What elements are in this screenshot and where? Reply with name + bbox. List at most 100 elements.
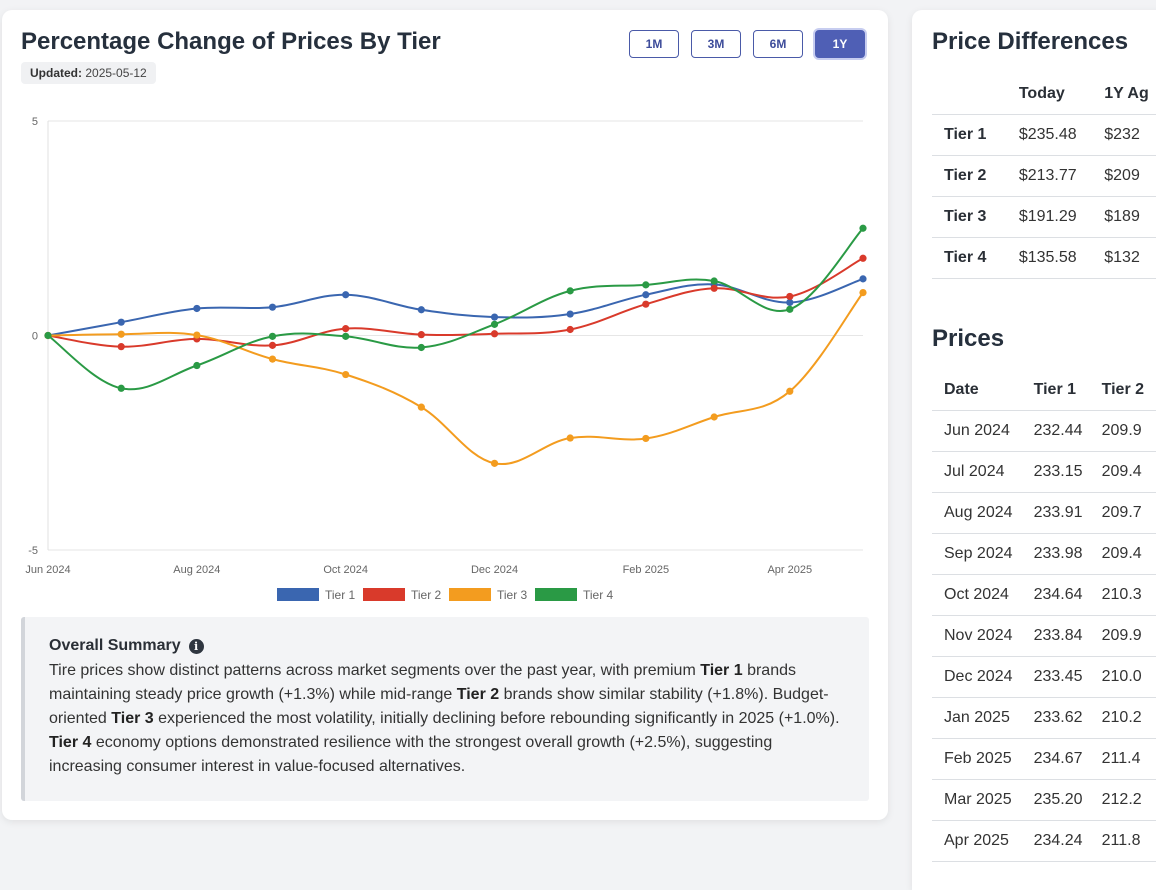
tier-2-data-point	[268, 341, 277, 349]
tier-1-data-point	[193, 304, 201, 313]
side-panel: Price Differences Today 1Y Ag Tier 1 $235…	[912, 10, 1156, 890]
info-icon[interactable]: i	[188, 638, 204, 654]
range-button-group: 1M 3M 6M 1Y	[629, 30, 865, 58]
tier-3-data-point	[859, 289, 867, 297]
table-cell: Feb 2025	[932, 738, 1022, 780]
tier-1-data-point	[417, 306, 425, 314]
tier-3-data-point	[490, 459, 499, 467]
table-cell: 209.4	[1089, 451, 1156, 493]
table-cell: Aug 2024	[932, 492, 1022, 534]
tier-2-data-point	[859, 254, 867, 262]
tier-3-data-point	[786, 387, 794, 395]
tier-2-data-point	[786, 292, 794, 301]
tier-3-data-point	[417, 403, 425, 411]
tier-1-data-point	[566, 310, 574, 318]
column-header	[932, 74, 1007, 115]
column-header: Tier 2	[1089, 370, 1156, 411]
tier-4-data-point	[642, 281, 650, 289]
tier-2-data-point	[417, 331, 425, 339]
table-cell: 235.20	[1021, 779, 1090, 821]
price-differences-table: Today 1Y Ag Tier 1 $235.48 $232 Tier 2 $213.…	[932, 74, 1156, 279]
table-cell: 211.8	[1089, 820, 1156, 862]
table-row: Apr 2025 234.24 211.8	[932, 820, 1156, 862]
table-cell: 210.3	[1089, 574, 1156, 616]
tier-2-data-point	[710, 284, 718, 292]
table-cell: $135.58	[1006, 237, 1093, 279]
table-cell: 209.4	[1089, 533, 1156, 575]
y-tick-label: 5	[32, 116, 38, 128]
table-row: Tier 4 $135.58 $132	[932, 237, 1156, 279]
range-6m-button[interactable]: 6M	[753, 30, 803, 58]
tier-3-data-point	[642, 434, 650, 443]
tier-4-series-line	[47, 227, 864, 391]
summary-header: Overall Summary i	[49, 637, 845, 655]
chart-title: Percentage Change of Prices By Tier	[21, 28, 441, 55]
table-cell: 209.9	[1089, 615, 1156, 657]
summary-text: Tire prices show distinct patterns acros…	[49, 662, 840, 775]
table-cell: Jul 2024	[932, 451, 1022, 493]
x-tick-label: Oct 2024	[323, 564, 368, 576]
table-cell: 212.2	[1089, 779, 1156, 821]
legend-swatch	[363, 588, 405, 601]
tier-1-data-point	[117, 318, 125, 326]
table-cell: Tier 3	[932, 196, 1007, 238]
summary-panel: Overall Summary i Tire prices show disti…	[21, 617, 869, 801]
table-cell: $132	[1092, 237, 1156, 279]
table-cell: Dec 2024	[932, 656, 1022, 698]
tier-2-data-point	[566, 325, 574, 334]
table-header-row: Today 1Y Ag	[932, 74, 1156, 115]
tier-3-data-point	[710, 413, 718, 421]
table-row: Jun 2024 232.44 209.9	[932, 410, 1156, 452]
table-row: Oct 2024 234.64 210.3	[932, 574, 1156, 616]
range-1m-button[interactable]: 1M	[629, 30, 679, 58]
table-row: Feb 2025 234.67 211.4	[932, 738, 1156, 780]
tier-1-data-point	[268, 303, 277, 311]
table-cell: Tier 4	[932, 237, 1007, 279]
tier-4-data-point	[786, 305, 794, 313]
tier-3-series-line	[47, 292, 864, 466]
table-row: Aug 2024 233.91 209.7	[932, 492, 1156, 534]
tier-4-data-point	[490, 320, 499, 328]
table-cell: $213.77	[1006, 155, 1093, 197]
tier-2-series-line	[47, 257, 864, 348]
chart-card: Percentage Change of Prices By Tier Upda…	[2, 10, 888, 820]
range-3m-button[interactable]: 3M	[691, 30, 741, 58]
tier-4-data-point	[417, 343, 425, 352]
table-cell: 210.0	[1089, 656, 1156, 698]
table-row: Tier 1 $235.48 $232	[932, 114, 1156, 156]
tier-1-data-point	[786, 298, 794, 307]
column-header: Today	[1006, 74, 1093, 115]
tier-3-data-point	[342, 370, 350, 379]
table-row: Sep 2024 233.98 209.4	[932, 533, 1156, 575]
table-cell: 233.84	[1021, 615, 1090, 657]
column-header: Tier 1	[1021, 370, 1090, 411]
summary-heading: Overall Summary	[49, 637, 181, 654]
table-cell: Tier 2	[932, 155, 1007, 197]
tier-3-data-point	[117, 330, 125, 338]
table-row: Nov 2024 233.84 209.9	[932, 615, 1156, 657]
x-tick-label: Dec 2024	[471, 564, 518, 576]
x-tick-label: Jun 2024	[25, 564, 70, 576]
tier-4-data-point	[44, 331, 52, 340]
tier-3-data-point	[566, 434, 574, 442]
table-cell: 233.98	[1021, 533, 1090, 575]
table-row: Dec 2024 233.45 210.0	[932, 656, 1156, 698]
legend-label: Tier 4	[583, 588, 614, 602]
table-cell: 233.45	[1021, 656, 1090, 698]
table-row: Tier 3 $191.29 $189	[932, 196, 1156, 238]
tier-4-data-point	[342, 332, 350, 340]
line-chart: 5 0 -5 Jun 2024 Aug 2024 Oct 2024 Dec 2024 Feb …	[25, 116, 867, 602]
table-cell: 209.7	[1089, 492, 1156, 534]
table-cell: 233.91	[1021, 492, 1090, 534]
table-cell: 234.67	[1021, 738, 1090, 780]
range-1y-button[interactable]: 1Y	[815, 30, 865, 58]
table-cell: $191.29	[1006, 196, 1093, 238]
table-cell: 234.64	[1021, 574, 1090, 616]
table-cell: Jan 2025	[932, 697, 1022, 739]
column-header: Date	[932, 370, 1022, 411]
tier-1-data-point	[859, 275, 867, 283]
table-cell: Mar 2025	[932, 779, 1022, 821]
legend-swatch	[277, 588, 319, 601]
table-cell: 234.24	[1021, 820, 1090, 862]
table-cell: $209	[1092, 155, 1156, 197]
